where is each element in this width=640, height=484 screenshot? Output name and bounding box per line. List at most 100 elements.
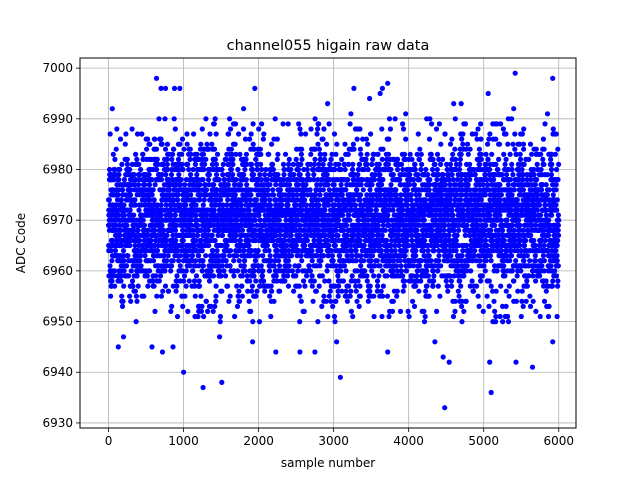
data-point xyxy=(289,253,294,258)
data-point xyxy=(155,157,160,162)
data-point xyxy=(269,289,274,294)
data-point xyxy=(237,299,242,304)
data-point xyxy=(169,304,174,309)
data-point xyxy=(308,126,313,131)
data-point xyxy=(321,294,326,299)
data-point xyxy=(315,319,320,324)
data-point xyxy=(473,172,478,177)
data-point xyxy=(417,263,422,268)
data-point xyxy=(317,263,322,268)
data-point xyxy=(437,121,442,126)
data-point xyxy=(260,253,265,258)
data-point xyxy=(242,167,247,172)
data-point xyxy=(197,182,202,187)
data-point xyxy=(169,172,174,177)
data-point xyxy=(388,126,393,131)
data-point xyxy=(165,142,170,147)
data-point xyxy=(251,273,256,278)
data-point xyxy=(164,258,169,263)
data-point xyxy=(220,233,225,238)
data-point xyxy=(450,152,455,157)
data-point xyxy=(395,167,400,172)
data-point xyxy=(267,294,272,299)
data-point xyxy=(262,197,267,202)
data-point xyxy=(453,157,458,162)
data-point xyxy=(357,304,362,309)
data-point xyxy=(235,167,240,172)
data-point xyxy=(459,304,464,309)
data-point xyxy=(239,202,244,207)
data-point xyxy=(331,258,336,263)
data-point xyxy=(125,162,130,167)
data-point xyxy=(262,172,267,177)
data-point xyxy=(128,299,133,304)
data-point xyxy=(127,294,132,299)
data-point xyxy=(356,218,361,223)
data-point xyxy=(345,233,350,238)
data-point xyxy=(398,309,403,314)
data-point xyxy=(395,289,400,294)
data-point xyxy=(195,233,200,238)
data-point xyxy=(409,192,414,197)
data-point xyxy=(365,152,370,157)
data-point xyxy=(249,162,254,167)
data-point xyxy=(225,243,230,248)
data-point xyxy=(424,284,429,289)
data-point xyxy=(214,131,219,136)
data-point xyxy=(234,253,239,258)
data-point xyxy=(345,299,350,304)
data-point xyxy=(354,299,359,304)
data-point xyxy=(291,289,296,294)
data-point xyxy=(271,192,276,197)
data-point xyxy=(262,289,267,294)
data-point xyxy=(277,263,282,268)
data-point xyxy=(180,137,185,142)
data-point xyxy=(286,284,291,289)
data-point xyxy=(244,177,249,182)
data-point xyxy=(308,152,313,157)
data-point xyxy=(417,192,422,197)
data-point xyxy=(355,172,360,177)
data-point xyxy=(305,167,310,172)
data-point xyxy=(409,157,414,162)
data-point xyxy=(233,142,238,147)
data-point xyxy=(172,116,177,121)
data-point xyxy=(332,314,337,319)
data-point xyxy=(461,273,466,278)
data-point xyxy=(132,197,137,202)
data-point xyxy=(136,162,141,167)
data-point xyxy=(452,147,457,152)
data-point xyxy=(321,126,326,131)
data-point xyxy=(297,284,302,289)
data-point xyxy=(405,202,410,207)
data-point xyxy=(422,218,427,223)
data-point xyxy=(286,258,291,263)
data-point xyxy=(423,289,428,294)
data-point xyxy=(401,289,406,294)
data-point xyxy=(454,238,459,243)
data-point xyxy=(322,157,327,162)
data-point xyxy=(132,172,137,177)
data-point xyxy=(178,263,183,268)
data-point xyxy=(427,294,432,299)
data-point xyxy=(258,162,263,167)
data-point xyxy=(175,197,180,202)
data-point xyxy=(226,182,231,187)
data-point xyxy=(430,167,435,172)
data-point xyxy=(431,273,436,278)
data-point xyxy=(228,263,233,268)
data-point xyxy=(118,137,123,142)
data-point xyxy=(479,197,484,202)
data-point xyxy=(185,162,190,167)
data-point xyxy=(377,162,382,167)
data-point xyxy=(260,273,265,278)
data-point xyxy=(244,157,249,162)
data-point xyxy=(245,273,250,278)
data-point xyxy=(459,152,464,157)
data-point xyxy=(260,268,265,273)
data-point xyxy=(253,218,258,223)
data-point xyxy=(369,268,374,273)
data-point xyxy=(409,197,414,202)
data-point xyxy=(379,289,384,294)
data-point xyxy=(213,116,218,121)
